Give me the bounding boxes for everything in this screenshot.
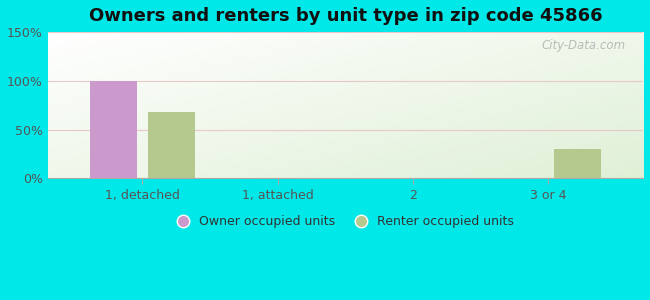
Bar <box>148 112 195 178</box>
Bar <box>554 149 601 178</box>
Text: City-Data.com: City-Data.com <box>541 39 625 52</box>
Bar <box>90 81 137 178</box>
Legend: Owner occupied units, Renter occupied units: Owner occupied units, Renter occupied un… <box>172 211 519 233</box>
Title: Owners and renters by unit type in zip code 45866: Owners and renters by unit type in zip c… <box>88 7 602 25</box>
